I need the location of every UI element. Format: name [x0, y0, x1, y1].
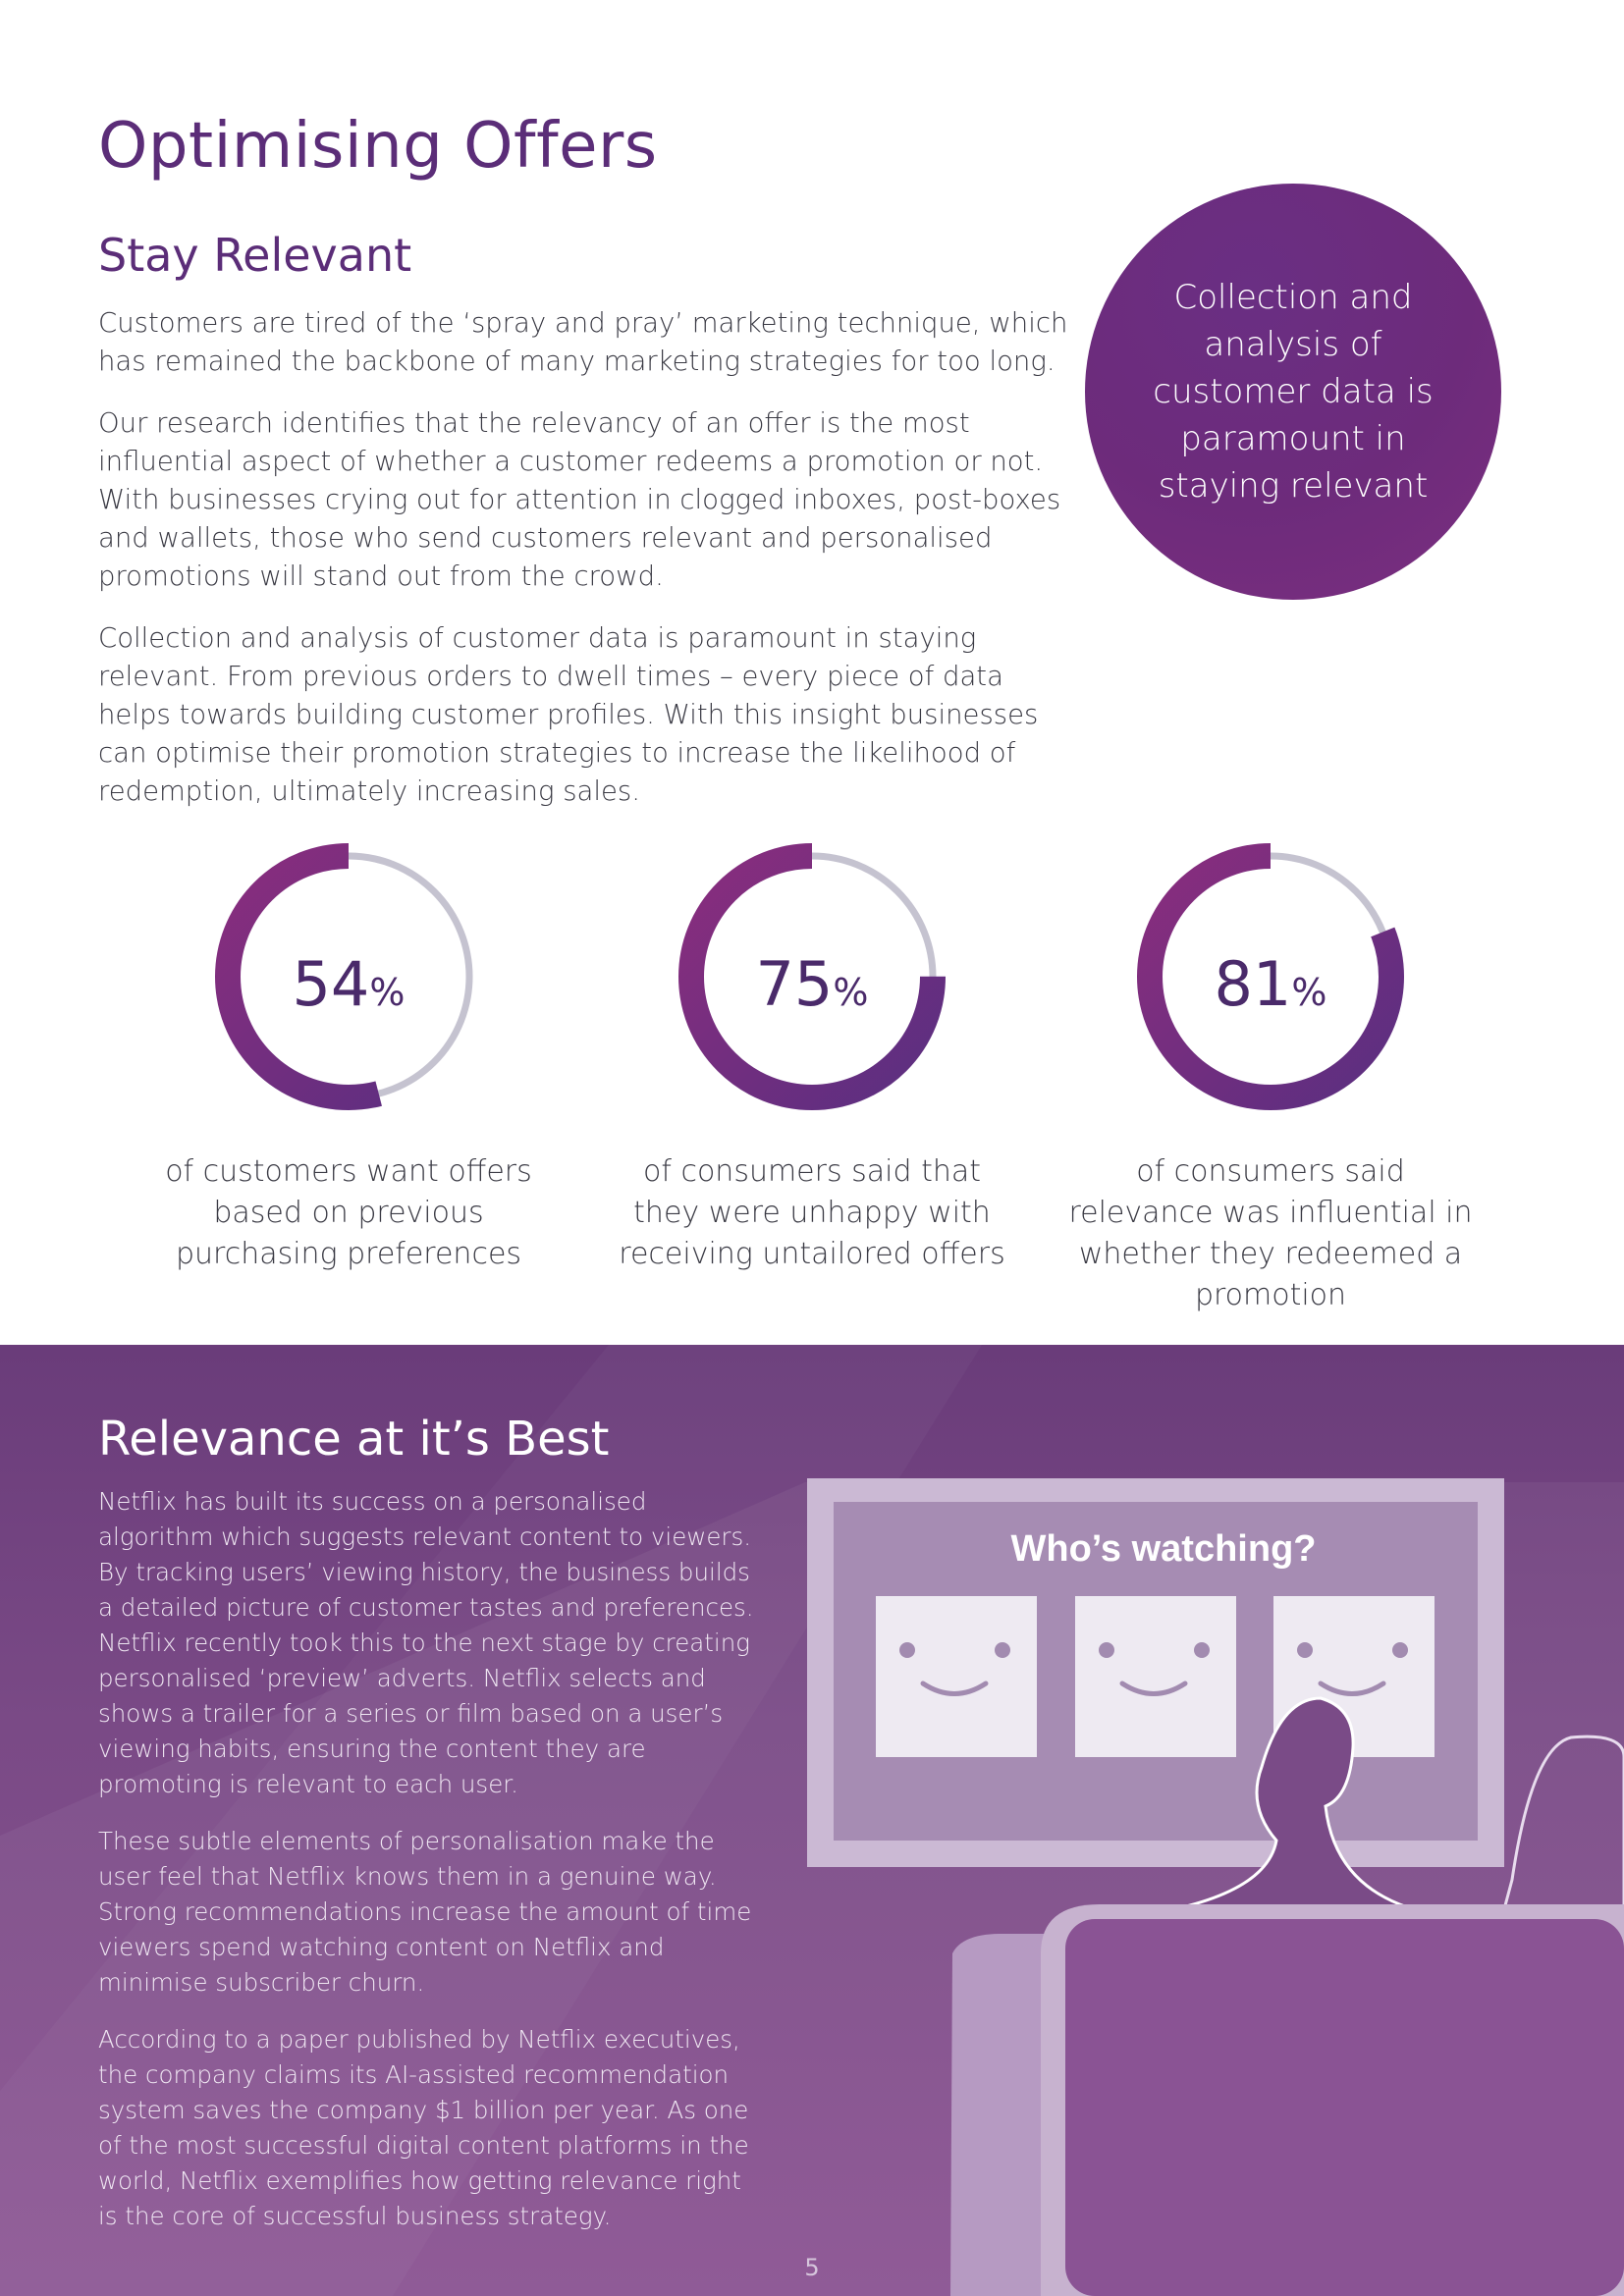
- stat-caption: of consumers said relevance was influent…: [1068, 1154, 1473, 1312]
- section-subtitle: Stay Relevant: [98, 229, 412, 282]
- stat-number: 75: [755, 948, 834, 1020]
- intro-paragraph: Customers are tired of the ‘spray and pr…: [98, 307, 1068, 377]
- case-study-paragraph: According to a paper published by Netfli…: [98, 2025, 749, 2230]
- donut-progress-arc: [678, 843, 946, 1110]
- donut-ring-icon: [678, 843, 946, 1110]
- donut-ring-icon: [1137, 843, 1404, 1110]
- page-number: 5: [804, 2254, 820, 2281]
- stat-number: 54: [292, 948, 370, 1020]
- case-study-text: Netflix has built its success on a perso…: [98, 1484, 766, 2256]
- page-title: Optimising Offers: [98, 110, 658, 183]
- intro-paragraph: Collection and analysis of customer data…: [98, 622, 1039, 807]
- case-study-section: Who’s watching? Rele: [0, 1345, 1624, 2296]
- donut-ring-icon: [215, 843, 482, 1110]
- stat-unit: %: [1291, 971, 1327, 1014]
- stat-value: 81%: [1064, 945, 1477, 1032]
- intro-paragraph: Our research identifies that the relevan…: [98, 407, 1061, 592]
- smiley-profile-icon: [1075, 1596, 1236, 1757]
- stat-unit: %: [833, 971, 869, 1014]
- case-study-paragraph: These subtle elements of personalisation…: [98, 1827, 752, 1997]
- stats-row: 54% of customers want offers based on pr…: [0, 839, 1624, 1312]
- page-top-section: Optimising Offers Stay Relevant Customer…: [0, 110, 1624, 1312]
- viewer-silhouette-icon: [1142, 1696, 1624, 1955]
- stat-caption: of consumers said that they were unhappy…: [619, 1154, 1005, 1271]
- stat-number: 81: [1214, 948, 1292, 1020]
- sofa-icon: [950, 1904, 1624, 2296]
- stat-block: 75% of consumers said that they were unh…: [606, 839, 1018, 1275]
- stat-caption: of customers want offers based on previo…: [165, 1154, 532, 1271]
- stat-value: 75%: [606, 945, 1018, 1032]
- stat-block: 81% of consumers said relevance was infl…: [1064, 839, 1477, 1316]
- stat-block: 54% of customers want offers based on pr…: [142, 839, 555, 1275]
- intro-text: Customers are tired of the ‘spray and pr…: [98, 304, 1070, 834]
- stat-unit: %: [369, 971, 406, 1014]
- smiley-profile-icon: [876, 1596, 1037, 1757]
- case-study-paragraph: Netflix has built its success on a perso…: [98, 1487, 754, 1798]
- callout-text: Collection and analysis of customer data…: [1153, 278, 1434, 506]
- case-study-title: Relevance at it’s Best: [98, 1412, 610, 1467]
- netflix-illustration: Who’s watching?: [0, 1478, 1624, 2296]
- callout-circle: Collection and analysis of customer data…: [1085, 184, 1501, 600]
- screen-heading: Who’s watching?: [1010, 1528, 1316, 1570]
- stat-value: 54%: [142, 945, 555, 1032]
- donut-progress-arc: [1137, 843, 1404, 1110]
- donut-progress-arc: [215, 843, 482, 1110]
